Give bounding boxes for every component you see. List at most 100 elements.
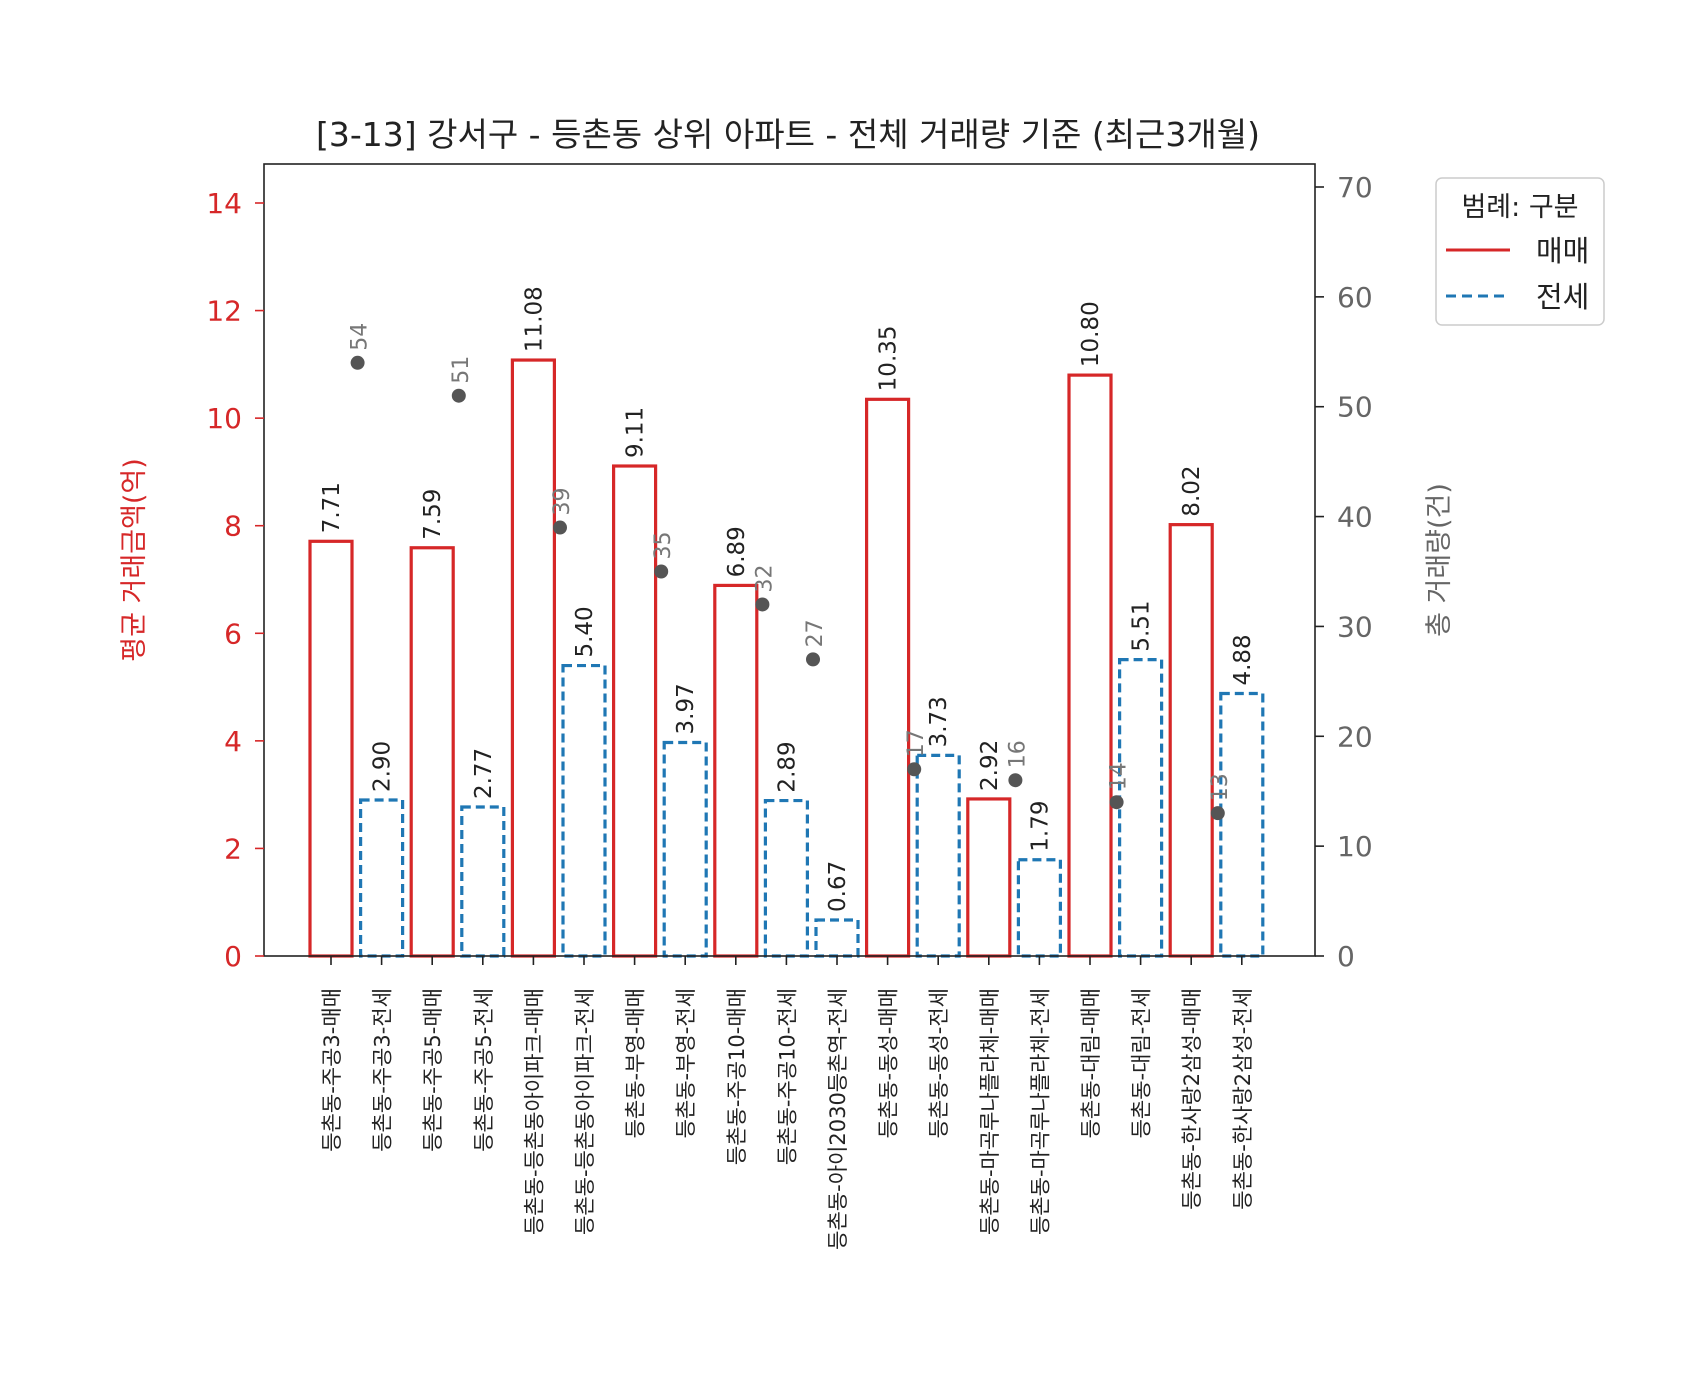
bar-13	[966, 797, 1012, 958]
bar-value-label: 0.67	[825, 861, 851, 912]
left-tick-label: 8	[224, 510, 242, 543]
x-tick-label: 등촌동-마곡루나플라체-매매	[978, 988, 1002, 1235]
left-axis-label: 평균 거래금액(억)	[119, 458, 150, 662]
bar-0	[308, 539, 354, 958]
bar-16	[1117, 658, 1164, 958]
bar-7	[662, 740, 708, 958]
left-tick-label: 0	[224, 940, 242, 973]
x-tick-label: 등촌동-한사랑2삼성-전세	[1231, 988, 1255, 1210]
count-label: 51	[449, 356, 474, 384]
left-tick-label: 12	[206, 295, 242, 328]
x-tick-label: 등촌동-주공3-매매	[320, 988, 344, 1152]
bar-2	[409, 546, 455, 958]
bar-value-label: 4.88	[1230, 634, 1256, 685]
bar-value-label: 10.80	[1078, 301, 1104, 367]
left-tick-label: 6	[224, 617, 242, 650]
bar-value-label: 5.51	[1129, 600, 1155, 651]
count-point	[806, 652, 820, 667]
left-tick-label: 4	[224, 725, 242, 758]
bar-value-label: 10.35	[876, 325, 902, 391]
bar-15	[1067, 373, 1113, 958]
right-tick-label: 10	[1337, 830, 1373, 863]
right-tick-label: 30	[1337, 610, 1373, 643]
x-tick-label: 등촌동-한사랑2삼성-매매	[1180, 988, 1204, 1210]
x-tick-label: 등촌동-부영-전세	[674, 988, 698, 1138]
count-label: 27	[803, 619, 828, 647]
bar-value-label: 2.89	[774, 741, 800, 792]
bar-3	[460, 805, 506, 958]
plot-frame	[263, 163, 1316, 957]
count-point	[654, 564, 669, 579]
left-tick-label: 14	[206, 187, 242, 220]
bar-value-label: 5.40	[572, 606, 598, 657]
bar-value-label: 8.02	[1179, 465, 1205, 516]
x-tick-label: 등촌동-주공10-전세	[775, 988, 799, 1165]
bar-11	[864, 397, 911, 958]
right-tick-label: 40	[1337, 501, 1373, 534]
left-tick-label: 2	[224, 832, 242, 865]
count-label: 17	[904, 729, 929, 757]
bar-12	[915, 753, 961, 958]
x-tick-label: 등촌동-주공10-매매	[725, 988, 749, 1165]
x-axis: 등촌동-주공3-매매 등촌동-주공3-전세 등촌동-주공5-매매 등촌동-주공5-전세…	[320, 956, 1255, 1250]
x-tick-label: 등촌동-등촌동아이파크-전세	[573, 988, 597, 1235]
count-label: 16	[1005, 740, 1030, 768]
bar-value-label: 1.79	[1027, 801, 1053, 852]
legend-label-jeonse: 전세	[1536, 280, 1589, 314]
left-tick-label: 10	[206, 402, 242, 435]
bar-4	[510, 358, 557, 958]
bar-value-label: 2.77	[471, 748, 497, 799]
count-label: 14	[1107, 762, 1132, 790]
bar-value-label: 9.11	[623, 407, 649, 458]
bar-14	[1016, 858, 1063, 958]
bar-value-label: 7.59	[420, 489, 446, 540]
legend: 범례: 구분 매매 전세	[1435, 177, 1605, 326]
count-point	[350, 355, 365, 370]
count-label: 35	[651, 532, 676, 560]
count-label: 39	[550, 488, 575, 516]
count-point	[1008, 773, 1023, 788]
bar-10	[814, 918, 860, 958]
bar-9	[763, 798, 810, 958]
bar-6	[611, 464, 658, 958]
right-tick-label: 60	[1337, 281, 1373, 314]
chart-title: [3-13] 강서구 - 등촌동 상위 아파트 - 전체 거래량 기준 (최근3…	[316, 115, 1260, 154]
count-point	[1210, 806, 1225, 821]
bar-value-label: 2.90	[370, 741, 396, 792]
count-point	[907, 762, 922, 777]
bar-17	[1168, 523, 1214, 958]
bar-5	[561, 663, 607, 958]
x-tick-label: 등촌동-아이2030등촌역-전세	[826, 988, 850, 1250]
bar-value-label: 2.92	[977, 740, 1003, 791]
bar-value-label: 11.08	[521, 286, 547, 352]
count-point	[755, 597, 770, 612]
x-tick-label: 등촌동-주공5-매매	[421, 988, 445, 1152]
count-point	[451, 388, 466, 403]
count-label: 32	[752, 564, 777, 592]
x-tick-label: 등촌동-대림-전세	[1130, 988, 1154, 1138]
bar-value-label: 6.89	[724, 526, 750, 577]
legend-title: 범례: 구분	[1461, 192, 1578, 223]
x-tick-label: 등촌동-등촌동아이파크-매매	[522, 988, 546, 1235]
x-tick-label: 등촌동-동성-전세	[927, 988, 951, 1138]
right-axis-label: 총 거래량(건)	[1424, 483, 1455, 637]
bar-1	[359, 798, 405, 958]
right-tick-label: 70	[1337, 171, 1373, 204]
count-point	[1109, 795, 1124, 810]
count-label: 54	[348, 323, 373, 351]
bar-8	[713, 583, 759, 958]
right-axis: 0 10 20 30 40 50 60 70	[1315, 171, 1373, 973]
x-tick-label: 등촌동-주공3-전세	[371, 988, 395, 1152]
right-tick-label: 20	[1337, 720, 1373, 753]
legend-box	[1435, 177, 1605, 326]
x-tick-label: 등촌동-대림-매매	[1079, 988, 1103, 1138]
x-tick-label: 등촌동-동성-매매	[877, 988, 901, 1138]
x-tick-label: 등촌동-마곡루나플라체-전세	[1028, 988, 1052, 1235]
right-tick-label: 50	[1337, 391, 1373, 424]
legend-label-sale: 매매	[1536, 234, 1589, 268]
left-axis: 0 2 4 6 8 10 12 14	[206, 187, 264, 973]
x-tick-label: 등촌동-부영-매매	[624, 988, 648, 1138]
x-tick-label: 등촌동-주공5-전세	[472, 988, 496, 1152]
bar-value-label: 3.97	[673, 683, 699, 734]
